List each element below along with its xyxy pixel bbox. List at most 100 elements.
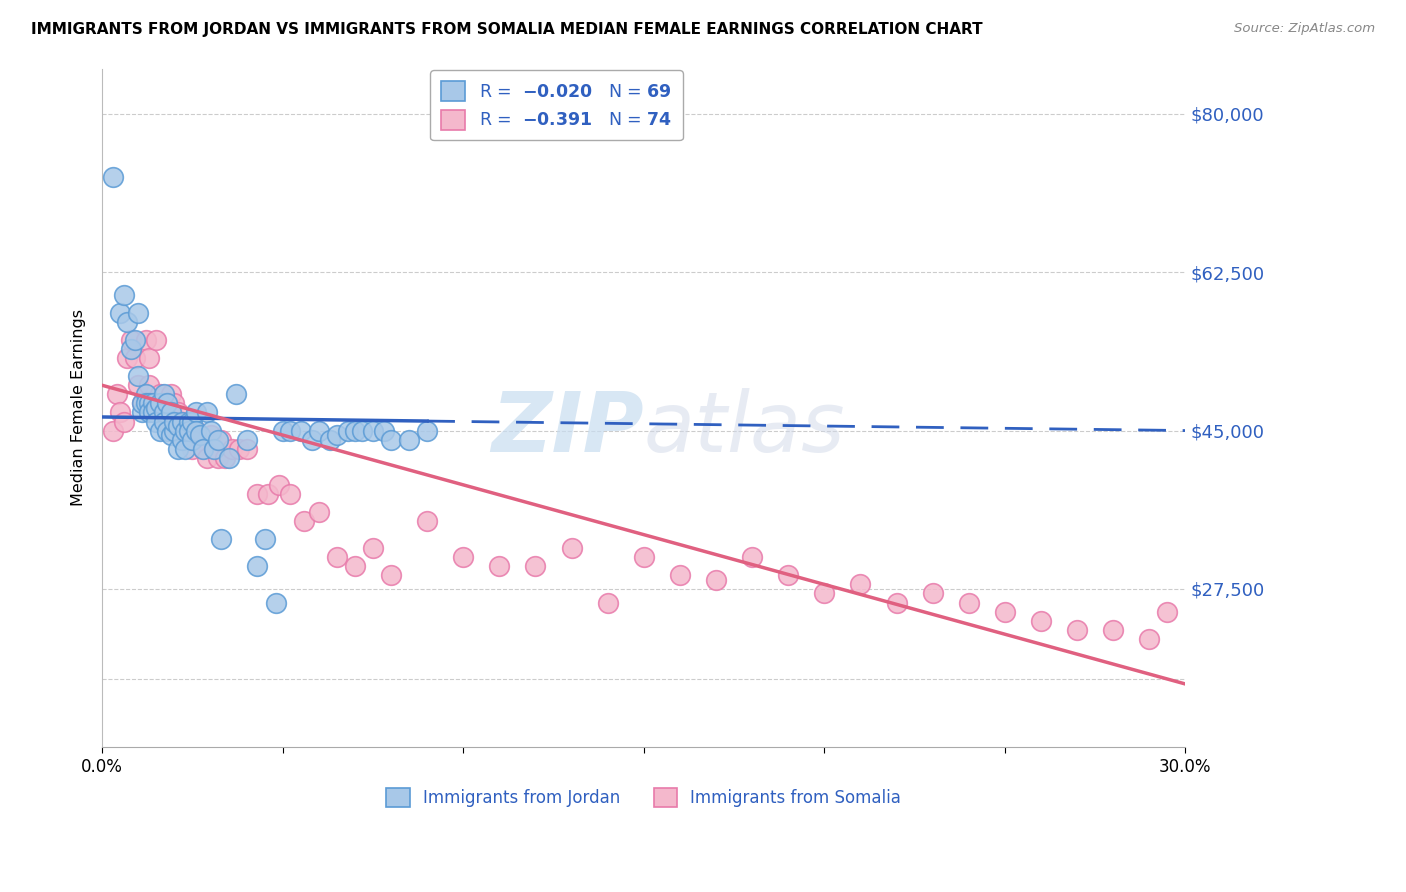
Point [246,559,269,574]
Point [131,405,153,419]
Point [195,405,218,419]
Point [218,450,240,465]
Point [343,559,366,574]
Point [177,433,200,447]
Point [181,442,204,456]
Point [177,424,200,438]
Point [264,595,287,609]
Point [181,415,204,429]
Point [290,424,312,438]
Point [1156,605,1178,619]
Point [110,405,132,419]
Point [120,333,142,347]
Point [669,568,692,582]
Point [561,541,583,556]
Point [124,333,146,347]
Point [209,532,232,546]
Point [177,415,200,429]
Point [1066,623,1088,637]
Point [188,428,211,442]
Point [156,396,179,410]
Point [193,442,215,456]
Point [117,315,139,329]
Point [112,287,135,301]
Point [741,550,763,565]
Point [167,424,190,438]
Point [225,387,247,401]
Point [138,405,160,419]
Point [145,415,167,429]
Point [398,433,420,447]
Point [921,586,943,600]
Point [156,415,179,429]
Point [163,424,186,438]
Point [207,450,229,465]
Point [156,424,179,438]
Point [373,424,395,438]
Point [170,415,193,429]
Point [124,351,146,366]
Point [352,424,374,438]
Y-axis label: Median Female Earnings: Median Female Earnings [72,310,86,507]
Point [326,428,349,442]
Point [318,433,340,447]
Point [149,424,172,438]
Point [149,387,172,401]
Point [135,396,157,410]
Point [156,396,179,410]
Point [200,428,222,442]
Point [209,433,232,447]
Point [361,541,384,556]
Point [142,405,165,419]
Point [145,405,167,419]
Point [163,396,186,410]
Point [271,424,294,438]
Text: Source: ZipAtlas.com: Source: ZipAtlas.com [1234,22,1375,36]
Point [152,387,174,401]
Point [110,306,132,320]
Point [181,433,204,447]
Point [127,306,149,320]
Point [138,378,160,392]
Point [1029,614,1052,628]
Point [1137,632,1160,646]
Point [152,396,174,410]
Text: IMMIGRANTS FROM JORDAN VS IMMIGRANTS FROM SOMALIA MEDIAN FEMALE EARNINGS CORRELA: IMMIGRANTS FROM JORDAN VS IMMIGRANTS FRO… [31,22,983,37]
Point [184,405,207,419]
Point [112,415,135,429]
Point [278,424,301,438]
Point [174,433,197,447]
Point [343,424,366,438]
Point [152,405,174,419]
Point [849,577,872,591]
Point [170,415,193,429]
Point [704,573,727,587]
Point [167,405,190,419]
Point [488,559,510,574]
Point [174,442,197,456]
Point [292,514,315,528]
Point [135,333,157,347]
Point [253,532,276,546]
Point [361,424,384,438]
Point [596,595,619,609]
Point [269,478,291,492]
Point [235,442,257,456]
Point [138,396,160,410]
Point [308,505,330,519]
Point [159,428,181,442]
Point [101,424,124,438]
Point [195,450,218,465]
Point [214,450,236,465]
Point [451,550,474,565]
Point [228,442,250,456]
Point [778,568,800,582]
Point [120,342,142,356]
Point [200,424,222,438]
Text: ZIP: ZIP [491,388,644,469]
Point [221,442,243,456]
Point [416,424,439,438]
Point [167,419,190,434]
Point [278,487,301,501]
Point [163,415,186,429]
